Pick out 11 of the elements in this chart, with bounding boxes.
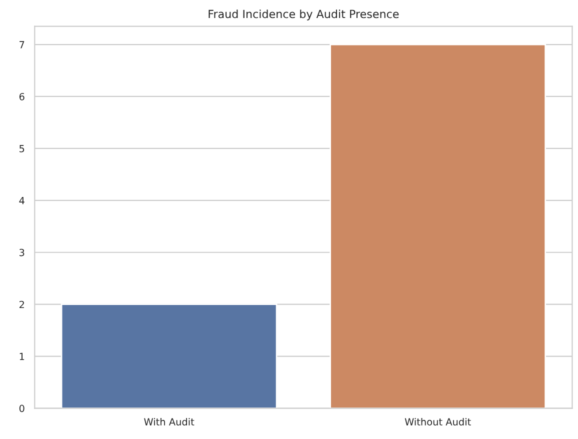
y-tick-label: 2 — [19, 300, 24, 308]
y-tick-label: 7 — [20, 41, 24, 48]
y-tick-label: 4 — [19, 197, 24, 204]
y-tick-label: 6 — [19, 92, 24, 100]
y-tick-label: 0 — [19, 404, 24, 412]
y-tick-label: 5 — [20, 145, 24, 152]
y-tick-label: 1 — [20, 352, 24, 360]
x-tick-label: Without Audit — [404, 418, 471, 426]
x-tick-label: With Audit — [144, 418, 194, 426]
y-tick-label: 3 — [20, 248, 24, 256]
chart-title: Fraud Incidence by Audit Presence — [208, 10, 399, 20]
